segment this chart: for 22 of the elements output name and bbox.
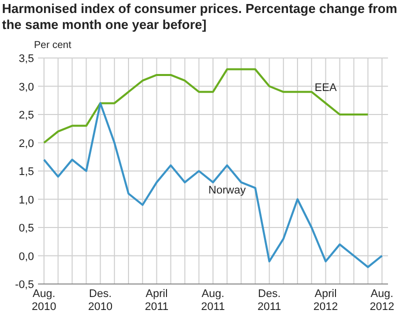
x-tick-label: Aug. 2012 [370, 288, 394, 313]
line-series [43, 68, 369, 144]
y-tick-label: 3,0 [18, 81, 34, 94]
y-tick-label: -0,5 [15, 279, 34, 291]
y-tick-label: 2,5 [18, 110, 34, 122]
line-series [43, 102, 383, 268]
x-tick-label: Des. 2010 [88, 288, 113, 313]
y-tick-label: 3,5 [18, 53, 34, 65]
series-label: Norway [208, 184, 246, 196]
x-tick-label: Des. 2011 [258, 288, 282, 313]
y-tick-label: 0,0 [18, 250, 34, 263]
x-tick-label: April 2012 [313, 288, 338, 313]
x-tick-label: April 2011 [144, 288, 168, 313]
y-tick-label: 0,5 [18, 222, 34, 234]
y-tick-label: 1,5 [18, 166, 34, 178]
x-tick-label: Aug. 2011 [201, 288, 225, 313]
chart-title: Harmonised index of consumer prices. Percentage change from the same month one year before] [2, 1, 398, 32]
x-tick-label: Aug. 2010 [32, 288, 56, 313]
series-label: EEA [314, 82, 338, 94]
y-tick-label: 2,0 [18, 138, 34, 150]
y-axis-title: Per cent [34, 40, 72, 51]
y-tick-label: 1,0 [18, 194, 34, 206]
